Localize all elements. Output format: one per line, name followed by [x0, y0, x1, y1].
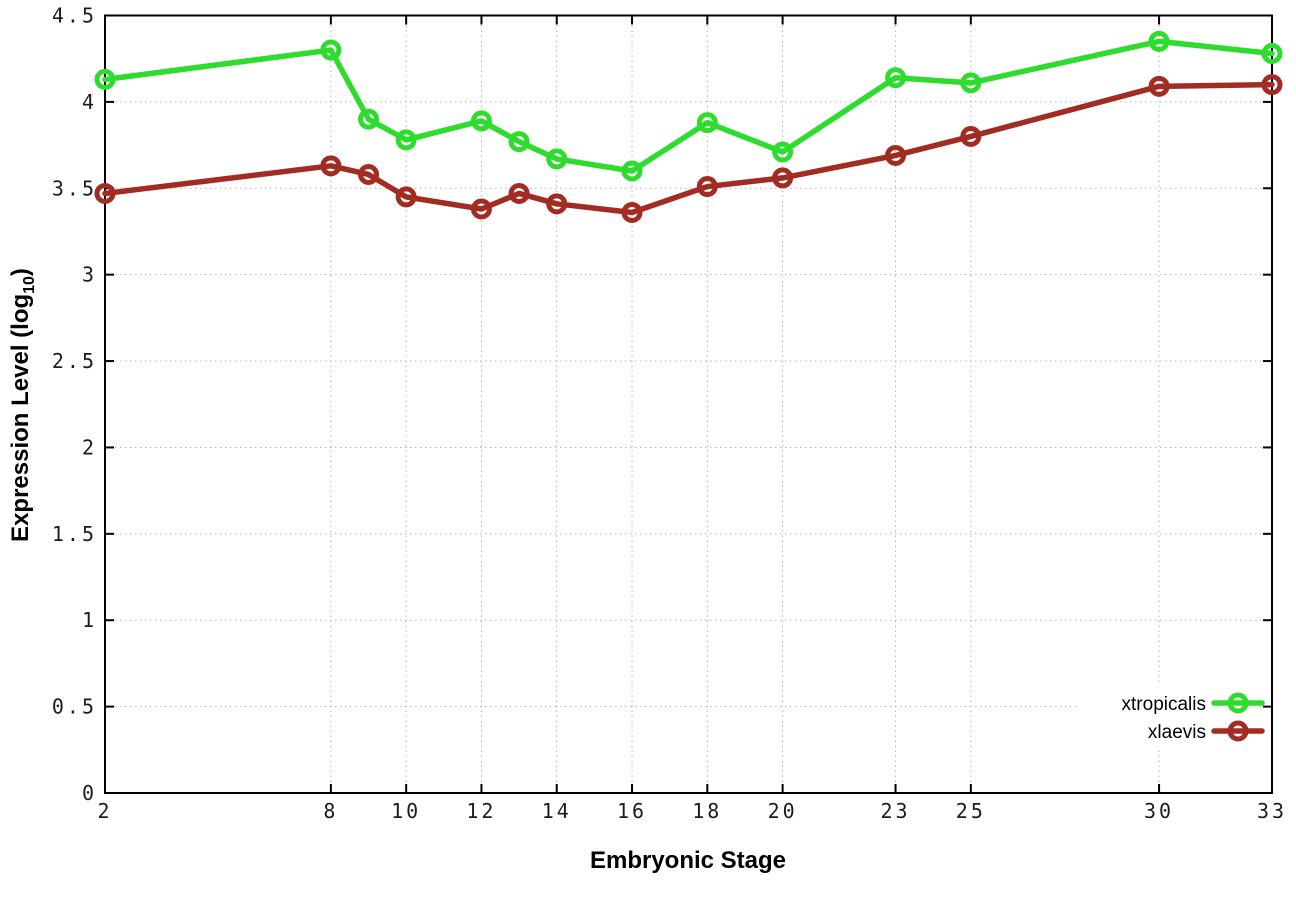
x-tick-label: 14: [542, 799, 572, 823]
y-axis-title-close: ): [7, 268, 34, 276]
y-axis-title-main: Expression Level (log: [7, 294, 34, 542]
x-tick-label: 2: [97, 799, 112, 823]
xtropicalis-point: [960, 72, 982, 94]
legend-label-xlaevis: xlaevis: [1148, 722, 1206, 743]
xtropicalis-point: [1148, 30, 1170, 52]
xlaevis-point: [470, 198, 492, 220]
xlaevis-point: [546, 193, 568, 215]
x-tick-label: 30: [1144, 799, 1174, 823]
xtropicalis-point: [772, 141, 794, 163]
series-xlaevis: [94, 74, 1283, 223]
y-tick-label: 0: [82, 781, 97, 805]
plot-border: [104, 14, 1273, 794]
xlaevis-line: [102, 81, 1275, 216]
x-tick-label: 16: [617, 799, 647, 823]
x-tick-label: 23: [881, 799, 911, 823]
y-tick-label: 4.5: [52, 4, 97, 28]
x-tick-label: 10: [391, 799, 421, 823]
xtropicalis-point: [320, 39, 342, 61]
y-tick-label: 4: [82, 90, 97, 114]
xtropicalis-point: [885, 67, 907, 89]
x-tick-label: 18: [692, 799, 722, 823]
xlaevis-point: [508, 182, 530, 204]
xtropicalis-point: [1261, 43, 1283, 65]
xlaevis-point: [94, 182, 116, 204]
y-tick-label: 3.5: [52, 176, 97, 200]
xlaevis-point: [621, 201, 643, 223]
y-tick-label: 2.5: [52, 349, 97, 373]
legend-background: [1078, 684, 1258, 748]
xtropicalis-line: [102, 38, 1275, 174]
xtropicalis-point: [621, 160, 643, 182]
x-tick-labels: 2 8 10 12 14 16 18 20 23 25 30 33: [97, 799, 1287, 823]
xtropicalis-point: [470, 110, 492, 132]
series-xtropicalis: [94, 30, 1283, 182]
legend: xtropicalis xlaevis: [1078, 684, 1265, 748]
xlaevis-point: [696, 176, 718, 198]
xlaevis-point: [1148, 75, 1170, 97]
x-tick-label: 20: [768, 799, 798, 823]
xlaevis-point: [772, 167, 794, 189]
y-axis-title: Expression Level (log10): [7, 268, 38, 542]
xtropicalis-point: [696, 112, 718, 134]
xtropicalis-point: [508, 131, 530, 153]
xlaevis-point: [960, 125, 982, 147]
y-tick-label: 1.5: [52, 522, 97, 546]
legend-sample-marker-xlaevis: [1227, 720, 1249, 742]
x-tick-label: 8: [323, 799, 338, 823]
legend-label-xtropicalis: xtropicalis: [1122, 694, 1206, 715]
xtropicalis-point: [395, 129, 417, 151]
y-tick-label: 1: [82, 608, 97, 632]
xtropicalis-point: [358, 108, 380, 130]
xlaevis-point: [395, 186, 417, 208]
xlaevis-point: [1261, 74, 1283, 96]
y-axis-title-subscript: 10: [21, 276, 38, 294]
data-series: [94, 30, 1283, 223]
xlaevis-point: [885, 144, 907, 166]
x-tick-label: 33: [1257, 799, 1287, 823]
xlaevis-point: [320, 155, 342, 177]
y-tick-label: 3: [82, 263, 97, 287]
xlaevis-point: [358, 163, 380, 185]
y-tick-labels: 0 0.5 1 1.5 2 2.5 3 3.5 4 4.5: [52, 4, 97, 806]
y-tick-label: 2: [82, 435, 97, 459]
x-axis-title: Embryonic Stage: [590, 847, 786, 874]
y-tick-label: 0.5: [52, 695, 97, 719]
legend-sample-marker-xtropicalis: [1227, 692, 1249, 714]
xtropicalis-point: [94, 68, 116, 90]
x-tick-label: 12: [466, 799, 496, 823]
legend-samples: [1211, 692, 1265, 742]
xtropicalis-point: [546, 148, 568, 170]
x-tick-label: 25: [956, 799, 986, 823]
